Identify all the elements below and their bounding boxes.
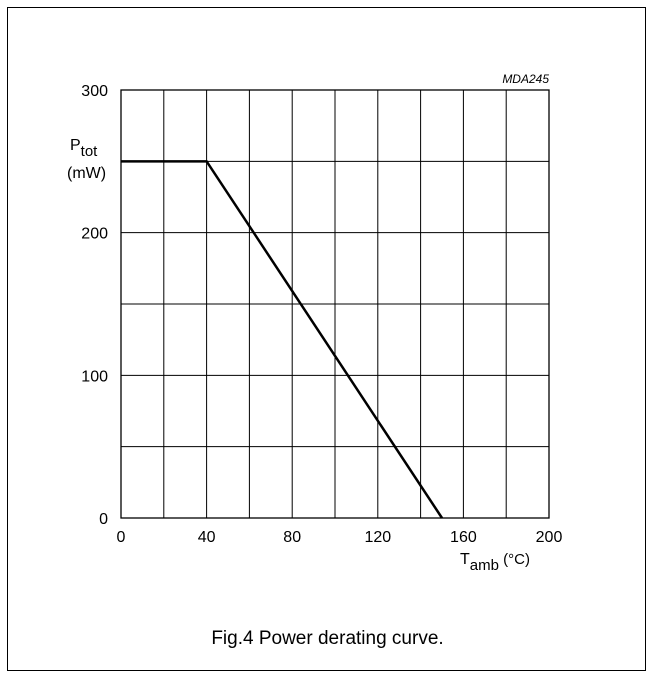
figure-frame xyxy=(7,7,646,671)
x-tick-label: 120 xyxy=(364,529,391,546)
y-tick-label: 300 xyxy=(81,83,108,100)
y-tick-label: 0 xyxy=(99,511,108,528)
y-axis-label: Ptot xyxy=(70,137,98,160)
x-tick-label: 200 xyxy=(536,529,563,546)
x-tick-label: 80 xyxy=(283,529,301,546)
chart-code: MDA245 xyxy=(502,72,549,86)
y-axis-unit: (mW) xyxy=(67,165,106,182)
y-tick-label: 200 xyxy=(81,226,108,243)
x-tick-label: 160 xyxy=(450,529,477,546)
derating-curve-line xyxy=(121,160,444,519)
x-axis-label: Tamb (°C) xyxy=(460,551,530,574)
figure-caption: Fig.4 Power derating curve. xyxy=(211,628,444,649)
x-tick-label: 40 xyxy=(198,529,216,546)
x-tick-label: 0 xyxy=(117,529,126,546)
plot-border xyxy=(120,89,550,519)
y-tick-label: 100 xyxy=(81,368,108,385)
